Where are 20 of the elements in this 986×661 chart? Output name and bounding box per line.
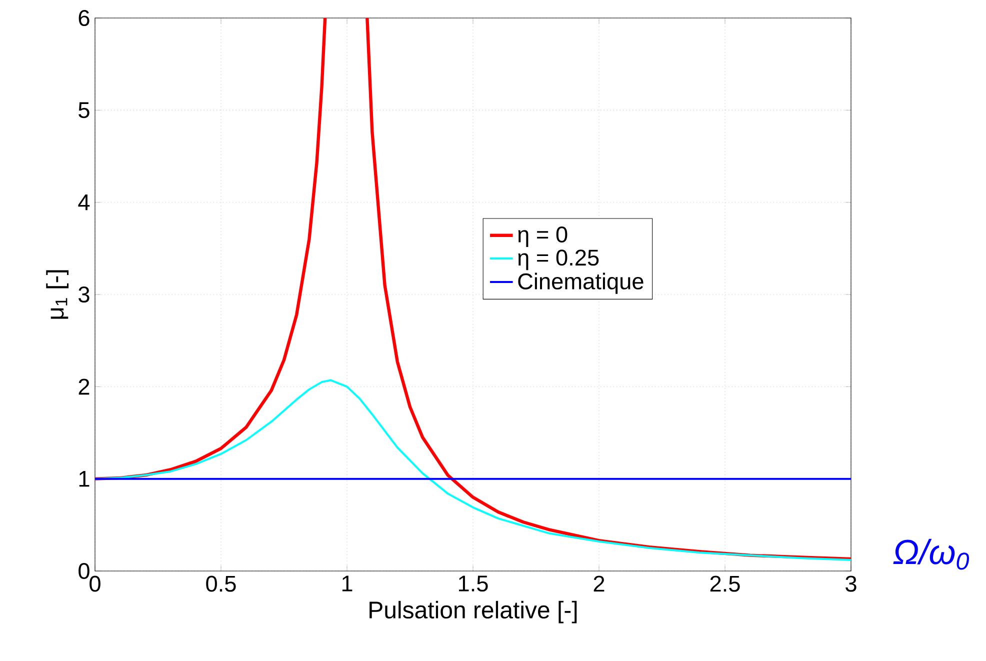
x-tick-label: 1 — [342, 576, 352, 592]
x-tick-label: 1.5 — [458, 576, 488, 592]
y-tick-label: 4 — [78, 194, 90, 210]
text: Ω/ω$_{0}$ — [893, 538, 970, 570]
y-tick-label: 1 — [79, 471, 90, 487]
x-tick-label: 2 — [594, 576, 604, 592]
x-tick-label: 0.5 — [206, 576, 236, 592]
x-tick-label: 3 — [846, 576, 856, 592]
legend-label: Cinematique — [518, 272, 644, 294]
y-tick-label: 3 — [78, 286, 90, 303]
y-tick-label: 5 — [78, 102, 90, 118]
x-tick-label: 0 — [90, 576, 100, 592]
y-tick-label: 0 — [78, 562, 90, 580]
x-axis-title: Pulsation relative [-] — [370, 600, 577, 624]
legend-label: η = 0.25 — [518, 250, 599, 270]
legend-label: η = 0 — [518, 226, 568, 247]
y-tick-label: 2 — [78, 378, 90, 395]
y-tick-label: 6 — [78, 10, 90, 26]
x-tick-label: 2.5 — [710, 576, 740, 592]
y-axis-title: μ$_{1}$ [-] — [46, 270, 69, 319]
